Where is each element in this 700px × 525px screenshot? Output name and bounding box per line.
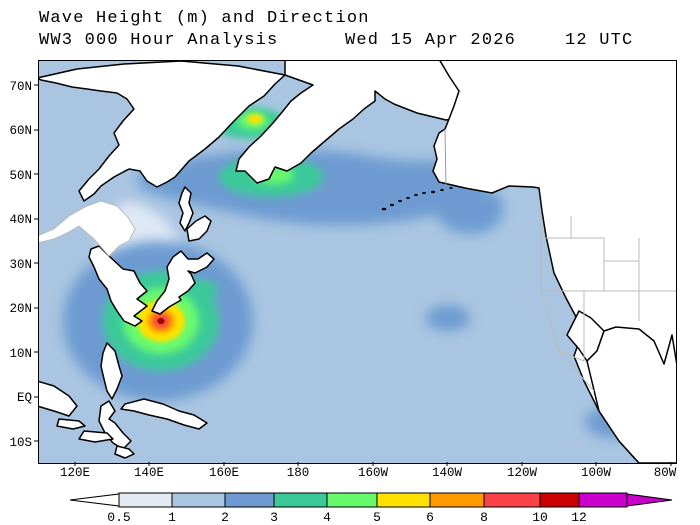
svg-text:2: 2 xyxy=(221,510,229,525)
svg-text:4: 4 xyxy=(323,510,331,525)
svg-text:8: 8 xyxy=(480,510,488,525)
svg-text:1: 1 xyxy=(168,510,176,525)
svg-text:10: 10 xyxy=(532,510,548,525)
svg-text:5: 5 xyxy=(373,510,381,525)
svg-text:0.5: 0.5 xyxy=(107,510,130,525)
svg-text:3: 3 xyxy=(270,510,278,525)
svg-text:6: 6 xyxy=(426,510,434,525)
svg-text:12: 12 xyxy=(571,510,587,525)
